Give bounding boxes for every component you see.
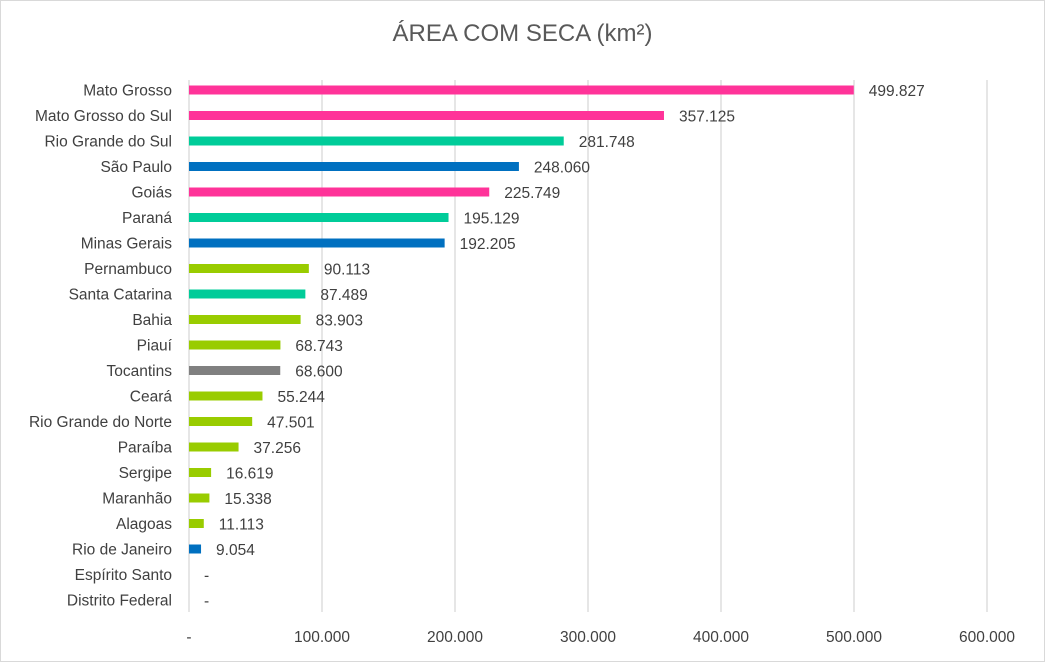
data-label: 195.129 (464, 211, 520, 228)
data-label: 90.113 (324, 262, 370, 279)
bar (189, 442, 239, 452)
data-label: 16.619 (226, 466, 273, 483)
category-label: Espírito Santo (75, 567, 172, 584)
x-tick-label: 100.000 (294, 629, 350, 646)
data-label: 192.205 (460, 236, 516, 253)
category-label: Piauí (137, 338, 173, 355)
bar (189, 136, 564, 146)
data-label: 225.749 (504, 185, 560, 202)
bar (189, 493, 210, 503)
category-label: Tocantins (107, 363, 173, 380)
data-label: 83.903 (316, 313, 363, 330)
bar (189, 544, 202, 554)
x-tick-label: 400.000 (693, 629, 749, 646)
bar (189, 289, 306, 299)
data-label: 68.743 (295, 338, 342, 355)
bar (189, 391, 263, 401)
category-label: Paraíba (118, 440, 173, 457)
bar (189, 162, 519, 171)
category-label: Alagoas (116, 516, 172, 533)
category-label: Rio de Janeiro (72, 542, 172, 559)
bar (189, 519, 204, 528)
data-label: 55.244 (277, 389, 325, 406)
bar (189, 111, 664, 120)
category-label: Sergipe (119, 465, 172, 482)
category-label: Goiás (132, 185, 173, 202)
data-label: 499.827 (869, 83, 925, 100)
bar (189, 417, 253, 426)
bar (189, 468, 212, 477)
bar (189, 315, 301, 324)
data-label: - (204, 568, 209, 585)
bar (189, 366, 281, 375)
category-label: São Paulo (100, 159, 172, 176)
category-label: Maranhão (102, 491, 172, 508)
category-label: Rio Grande do Sul (44, 134, 172, 151)
data-label: 9.054 (216, 542, 255, 559)
data-label: 68.600 (295, 364, 343, 381)
x-tick-label: - (186, 629, 191, 646)
data-label: 37.256 (254, 440, 301, 457)
bar (189, 213, 449, 222)
category-label: Mato Grosso do Sul (35, 108, 172, 125)
category-label: Santa Catarina (69, 287, 173, 304)
data-label: - (204, 593, 209, 610)
data-label: 87.489 (320, 287, 367, 304)
category-label: Ceará (130, 389, 173, 406)
data-label: 248.060 (534, 160, 590, 177)
bar (189, 264, 309, 273)
category-label: Pernambuco (84, 261, 172, 278)
x-tick-label: 300.000 (560, 629, 616, 646)
bar (189, 238, 445, 248)
data-label: 15.338 (224, 491, 271, 508)
category-label: Distrito Federal (67, 593, 172, 610)
data-label: 11.113 (219, 517, 264, 534)
data-label: 357.125 (679, 109, 735, 126)
chart-title: ÁREA COM SECA (km²) (392, 20, 653, 47)
category-label: Paraná (122, 210, 172, 227)
x-tick-label: 500.000 (826, 629, 882, 646)
category-label: Minas Gerais (81, 236, 173, 253)
category-label: Rio Grande do Norte (29, 414, 172, 431)
bar (189, 85, 854, 95)
category-label: Bahia (132, 312, 172, 329)
category-label: Mato Grosso (83, 83, 172, 100)
data-label: 281.748 (579, 134, 635, 151)
x-tick-label: 200.000 (427, 629, 483, 646)
x-tick-label: 600.000 (959, 629, 1015, 646)
bar (189, 187, 490, 197)
data-label: 47.501 (267, 415, 314, 432)
bar (189, 340, 281, 350)
